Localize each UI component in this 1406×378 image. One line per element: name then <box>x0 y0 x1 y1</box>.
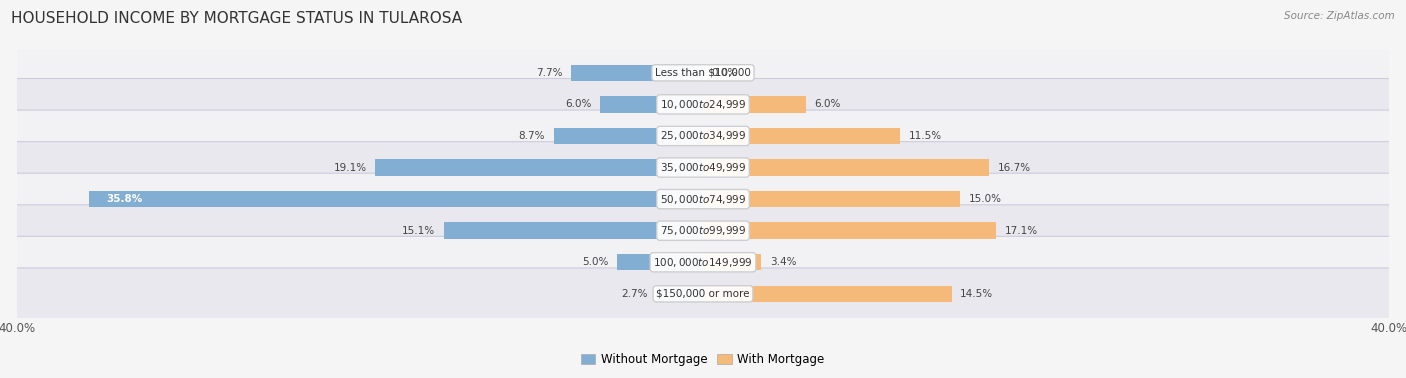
Bar <box>703 223 997 239</box>
Text: 11.5%: 11.5% <box>908 131 942 141</box>
Text: 14.5%: 14.5% <box>960 289 994 299</box>
Text: 19.1%: 19.1% <box>333 163 367 172</box>
Bar <box>703 128 900 144</box>
Text: Source: ZipAtlas.com: Source: ZipAtlas.com <box>1284 11 1395 21</box>
Text: 16.7%: 16.7% <box>998 163 1031 172</box>
Text: 6.0%: 6.0% <box>565 99 592 109</box>
FancyBboxPatch shape <box>0 79 1406 130</box>
Text: $150,000 or more: $150,000 or more <box>657 289 749 299</box>
Bar <box>703 286 952 302</box>
Text: 8.7%: 8.7% <box>519 131 546 141</box>
Text: $25,000 to $34,999: $25,000 to $34,999 <box>659 130 747 143</box>
Bar <box>617 254 703 271</box>
Bar <box>657 286 703 302</box>
FancyBboxPatch shape <box>0 173 1406 225</box>
Text: 3.4%: 3.4% <box>770 257 796 267</box>
Text: 15.0%: 15.0% <box>969 194 1002 204</box>
Bar <box>703 191 960 207</box>
FancyBboxPatch shape <box>0 47 1406 99</box>
Text: 17.1%: 17.1% <box>1005 226 1038 236</box>
Text: 2.7%: 2.7% <box>621 289 648 299</box>
Bar <box>600 96 703 113</box>
Text: $75,000 to $99,999: $75,000 to $99,999 <box>659 224 747 237</box>
FancyBboxPatch shape <box>0 268 1406 320</box>
Bar <box>444 223 703 239</box>
Text: 35.8%: 35.8% <box>105 194 142 204</box>
Text: HOUSEHOLD INCOME BY MORTGAGE STATUS IN TULAROSA: HOUSEHOLD INCOME BY MORTGAGE STATUS IN T… <box>11 11 463 26</box>
FancyBboxPatch shape <box>0 205 1406 257</box>
Bar <box>571 65 703 81</box>
FancyBboxPatch shape <box>0 236 1406 288</box>
Bar <box>554 128 703 144</box>
Text: $50,000 to $74,999: $50,000 to $74,999 <box>659 193 747 206</box>
Text: 5.0%: 5.0% <box>582 257 609 267</box>
Bar <box>89 191 703 207</box>
Legend: Without Mortgage, With Mortgage: Without Mortgage, With Mortgage <box>576 348 830 371</box>
Text: Less than $10,000: Less than $10,000 <box>655 68 751 78</box>
Text: $10,000 to $24,999: $10,000 to $24,999 <box>659 98 747 111</box>
FancyBboxPatch shape <box>0 142 1406 194</box>
FancyBboxPatch shape <box>0 110 1406 162</box>
Text: 0.0%: 0.0% <box>711 68 738 78</box>
Text: 6.0%: 6.0% <box>814 99 841 109</box>
Bar <box>703 160 990 176</box>
Text: $100,000 to $149,999: $100,000 to $149,999 <box>654 256 752 269</box>
Bar <box>375 160 703 176</box>
Bar <box>703 254 761 271</box>
Text: 15.1%: 15.1% <box>402 226 436 236</box>
Text: $35,000 to $49,999: $35,000 to $49,999 <box>659 161 747 174</box>
Text: 7.7%: 7.7% <box>536 68 562 78</box>
Bar <box>703 96 806 113</box>
